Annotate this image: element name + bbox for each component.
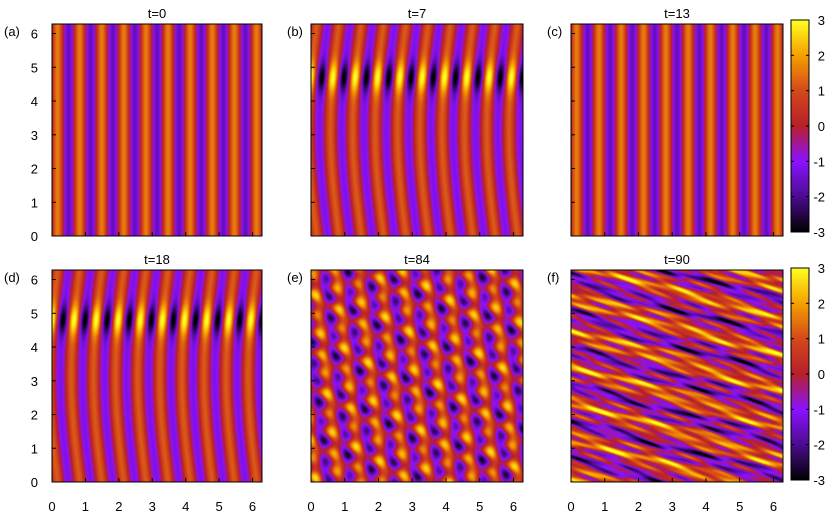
plot-frame bbox=[51, 23, 263, 237]
y-tick-label: 2 bbox=[31, 162, 38, 177]
panel-b: (b) t=7 bbox=[287, 6, 524, 237]
y-tick-label: 0 bbox=[31, 229, 38, 244]
y-tick-label: 0 bbox=[31, 475, 38, 490]
panel-f: 0 1 2 3 4 5 6 (f) t=90 bbox=[547, 252, 784, 514]
panel-title: t=13 bbox=[664, 6, 690, 21]
x-tick-label: 2 bbox=[115, 499, 122, 514]
colorbar-tick-label: -1 bbox=[813, 402, 825, 417]
colorbar-tick-label: 1 bbox=[818, 84, 825, 99]
colorbar-tick-label: -2 bbox=[813, 190, 825, 205]
y-tick-label: 3 bbox=[31, 374, 38, 389]
x-tick-label: 1 bbox=[341, 499, 348, 514]
y-tick-label: 6 bbox=[31, 27, 38, 42]
panel-d: 0 1 2 3 4 5 6 0 1 2 3 4 5 6 (d) t=18 bbox=[4, 252, 263, 514]
x-tick-label: 6 bbox=[510, 499, 517, 514]
plot-frame bbox=[310, 23, 524, 237]
x-tick-label: 3 bbox=[149, 499, 156, 514]
colorbar: 3 2 1 0 -1 -2 -3 bbox=[790, 13, 825, 240]
x-tick-label: 1 bbox=[82, 499, 89, 514]
panel-label: (c) bbox=[547, 24, 562, 39]
x-tick-label: 3 bbox=[669, 499, 676, 514]
panel-label: (d) bbox=[4, 270, 20, 285]
x-tick-label: 4 bbox=[182, 499, 189, 514]
colorbar-tick-label: 0 bbox=[818, 367, 825, 382]
panel-title: t=90 bbox=[664, 252, 690, 267]
plot-frame bbox=[51, 269, 263, 483]
plot-frame bbox=[570, 269, 784, 483]
x-tick-label: 6 bbox=[249, 499, 256, 514]
x-tick-label: 0 bbox=[307, 499, 314, 514]
x-tick-label: 4 bbox=[702, 499, 709, 514]
heatmap-image bbox=[52, 270, 262, 482]
heatmap-image bbox=[571, 270, 783, 482]
x-tick-label: 0 bbox=[567, 499, 574, 514]
colorbar-tick-label: -2 bbox=[813, 438, 825, 453]
x-tick-label: 2 bbox=[635, 499, 642, 514]
y-tick-label: 4 bbox=[31, 94, 38, 109]
y-tick-label: 1 bbox=[31, 441, 38, 456]
y-tick-label: 3 bbox=[31, 128, 38, 143]
x-tick-label: 2 bbox=[375, 499, 382, 514]
x-tick-label: 0 bbox=[48, 499, 55, 514]
x-tick-label: 5 bbox=[476, 499, 483, 514]
heatmap-image bbox=[311, 24, 523, 236]
y-tick-label: 4 bbox=[31, 340, 38, 355]
y-tick-label: 5 bbox=[31, 306, 38, 321]
colorbar-tick-label: 2 bbox=[818, 48, 825, 63]
panel-label: (f) bbox=[547, 270, 559, 285]
panel-label: (b) bbox=[287, 24, 303, 39]
colorbar-tick-label: -1 bbox=[813, 154, 825, 169]
x-tick-label: 1 bbox=[601, 499, 608, 514]
x-tick-label: 5 bbox=[736, 499, 743, 514]
panel-title: t=84 bbox=[404, 252, 430, 267]
heatmap-image bbox=[52, 24, 262, 236]
y-tick-label: 1 bbox=[31, 195, 38, 210]
colorbar-tick-label: 3 bbox=[818, 261, 825, 276]
panel-title: t=7 bbox=[408, 6, 426, 21]
x-tick-label: 3 bbox=[409, 499, 416, 514]
panel-label: (e) bbox=[287, 270, 303, 285]
heatmap-image bbox=[571, 24, 783, 236]
x-tick-label: 6 bbox=[770, 499, 777, 514]
panel-e: 0 1 2 3 4 5 6 (e) t=84 bbox=[287, 252, 524, 514]
panel-title: t=18 bbox=[144, 252, 170, 267]
panel-title: t=0 bbox=[148, 6, 166, 21]
plot-frame bbox=[570, 23, 784, 237]
panel-a: 0 1 2 3 4 5 6 (a) t=0 bbox=[4, 6, 263, 244]
plot-frame bbox=[310, 269, 524, 483]
y-tick-label: 5 bbox=[31, 60, 38, 75]
panel-c: (c) t=13 bbox=[547, 6, 784, 237]
colorbar-tick-label: 0 bbox=[818, 119, 825, 134]
x-tick-label: 5 bbox=[216, 499, 223, 514]
colorbar-tick-label: 2 bbox=[818, 296, 825, 311]
panel-label: (a) bbox=[4, 24, 20, 39]
colorbar-tick-label: 3 bbox=[818, 13, 825, 28]
colorbar-tick-label: -3 bbox=[813, 225, 825, 240]
colorbar-tick-label: 1 bbox=[818, 332, 825, 347]
y-tick-label: 6 bbox=[31, 273, 38, 288]
heatmap-image bbox=[311, 270, 523, 482]
colorbar-tick-label: -3 bbox=[813, 473, 825, 488]
x-tick-label: 4 bbox=[442, 499, 449, 514]
y-tick-label: 2 bbox=[31, 408, 38, 423]
colorbar: 3 2 1 0 -1 -2 -3 bbox=[790, 261, 825, 488]
